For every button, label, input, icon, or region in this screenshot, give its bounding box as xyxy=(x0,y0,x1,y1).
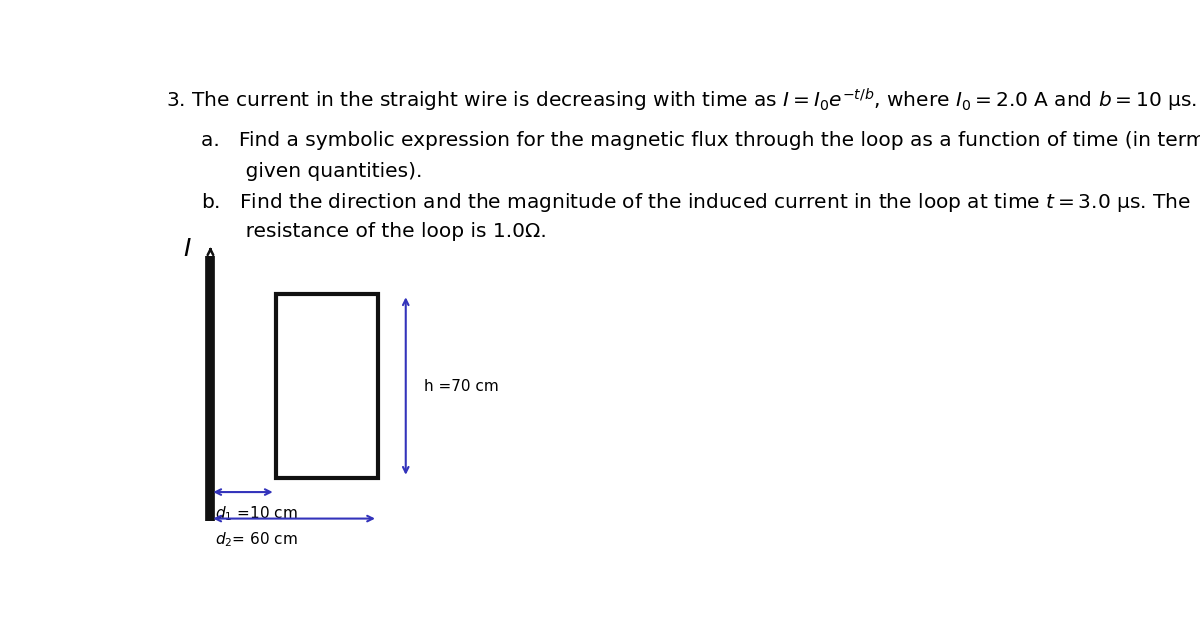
Text: $I$: $I$ xyxy=(184,237,192,260)
Text: given quantities).: given quantities). xyxy=(202,162,422,181)
Text: a.   Find a symbolic expression for the magnetic flux through the loop as a func: a. Find a symbolic expression for the ma… xyxy=(202,131,1200,150)
Text: h =70 cm: h =70 cm xyxy=(425,379,499,394)
Bar xyxy=(276,294,378,478)
Text: $d_1$ =10 cm: $d_1$ =10 cm xyxy=(215,504,298,523)
Text: 3. The current in the straight wire is decreasing with time as $I = I_0e^{-t/b}$: 3. The current in the straight wire is d… xyxy=(166,87,1196,115)
Text: $d_2$= 60 cm: $d_2$= 60 cm xyxy=(215,531,298,550)
Text: resistance of the loop is 1.0Ω.: resistance of the loop is 1.0Ω. xyxy=(202,222,547,241)
Text: b.   Find the direction and the magnitude of the induced current in the loop at : b. Find the direction and the magnitude … xyxy=(202,191,1192,214)
